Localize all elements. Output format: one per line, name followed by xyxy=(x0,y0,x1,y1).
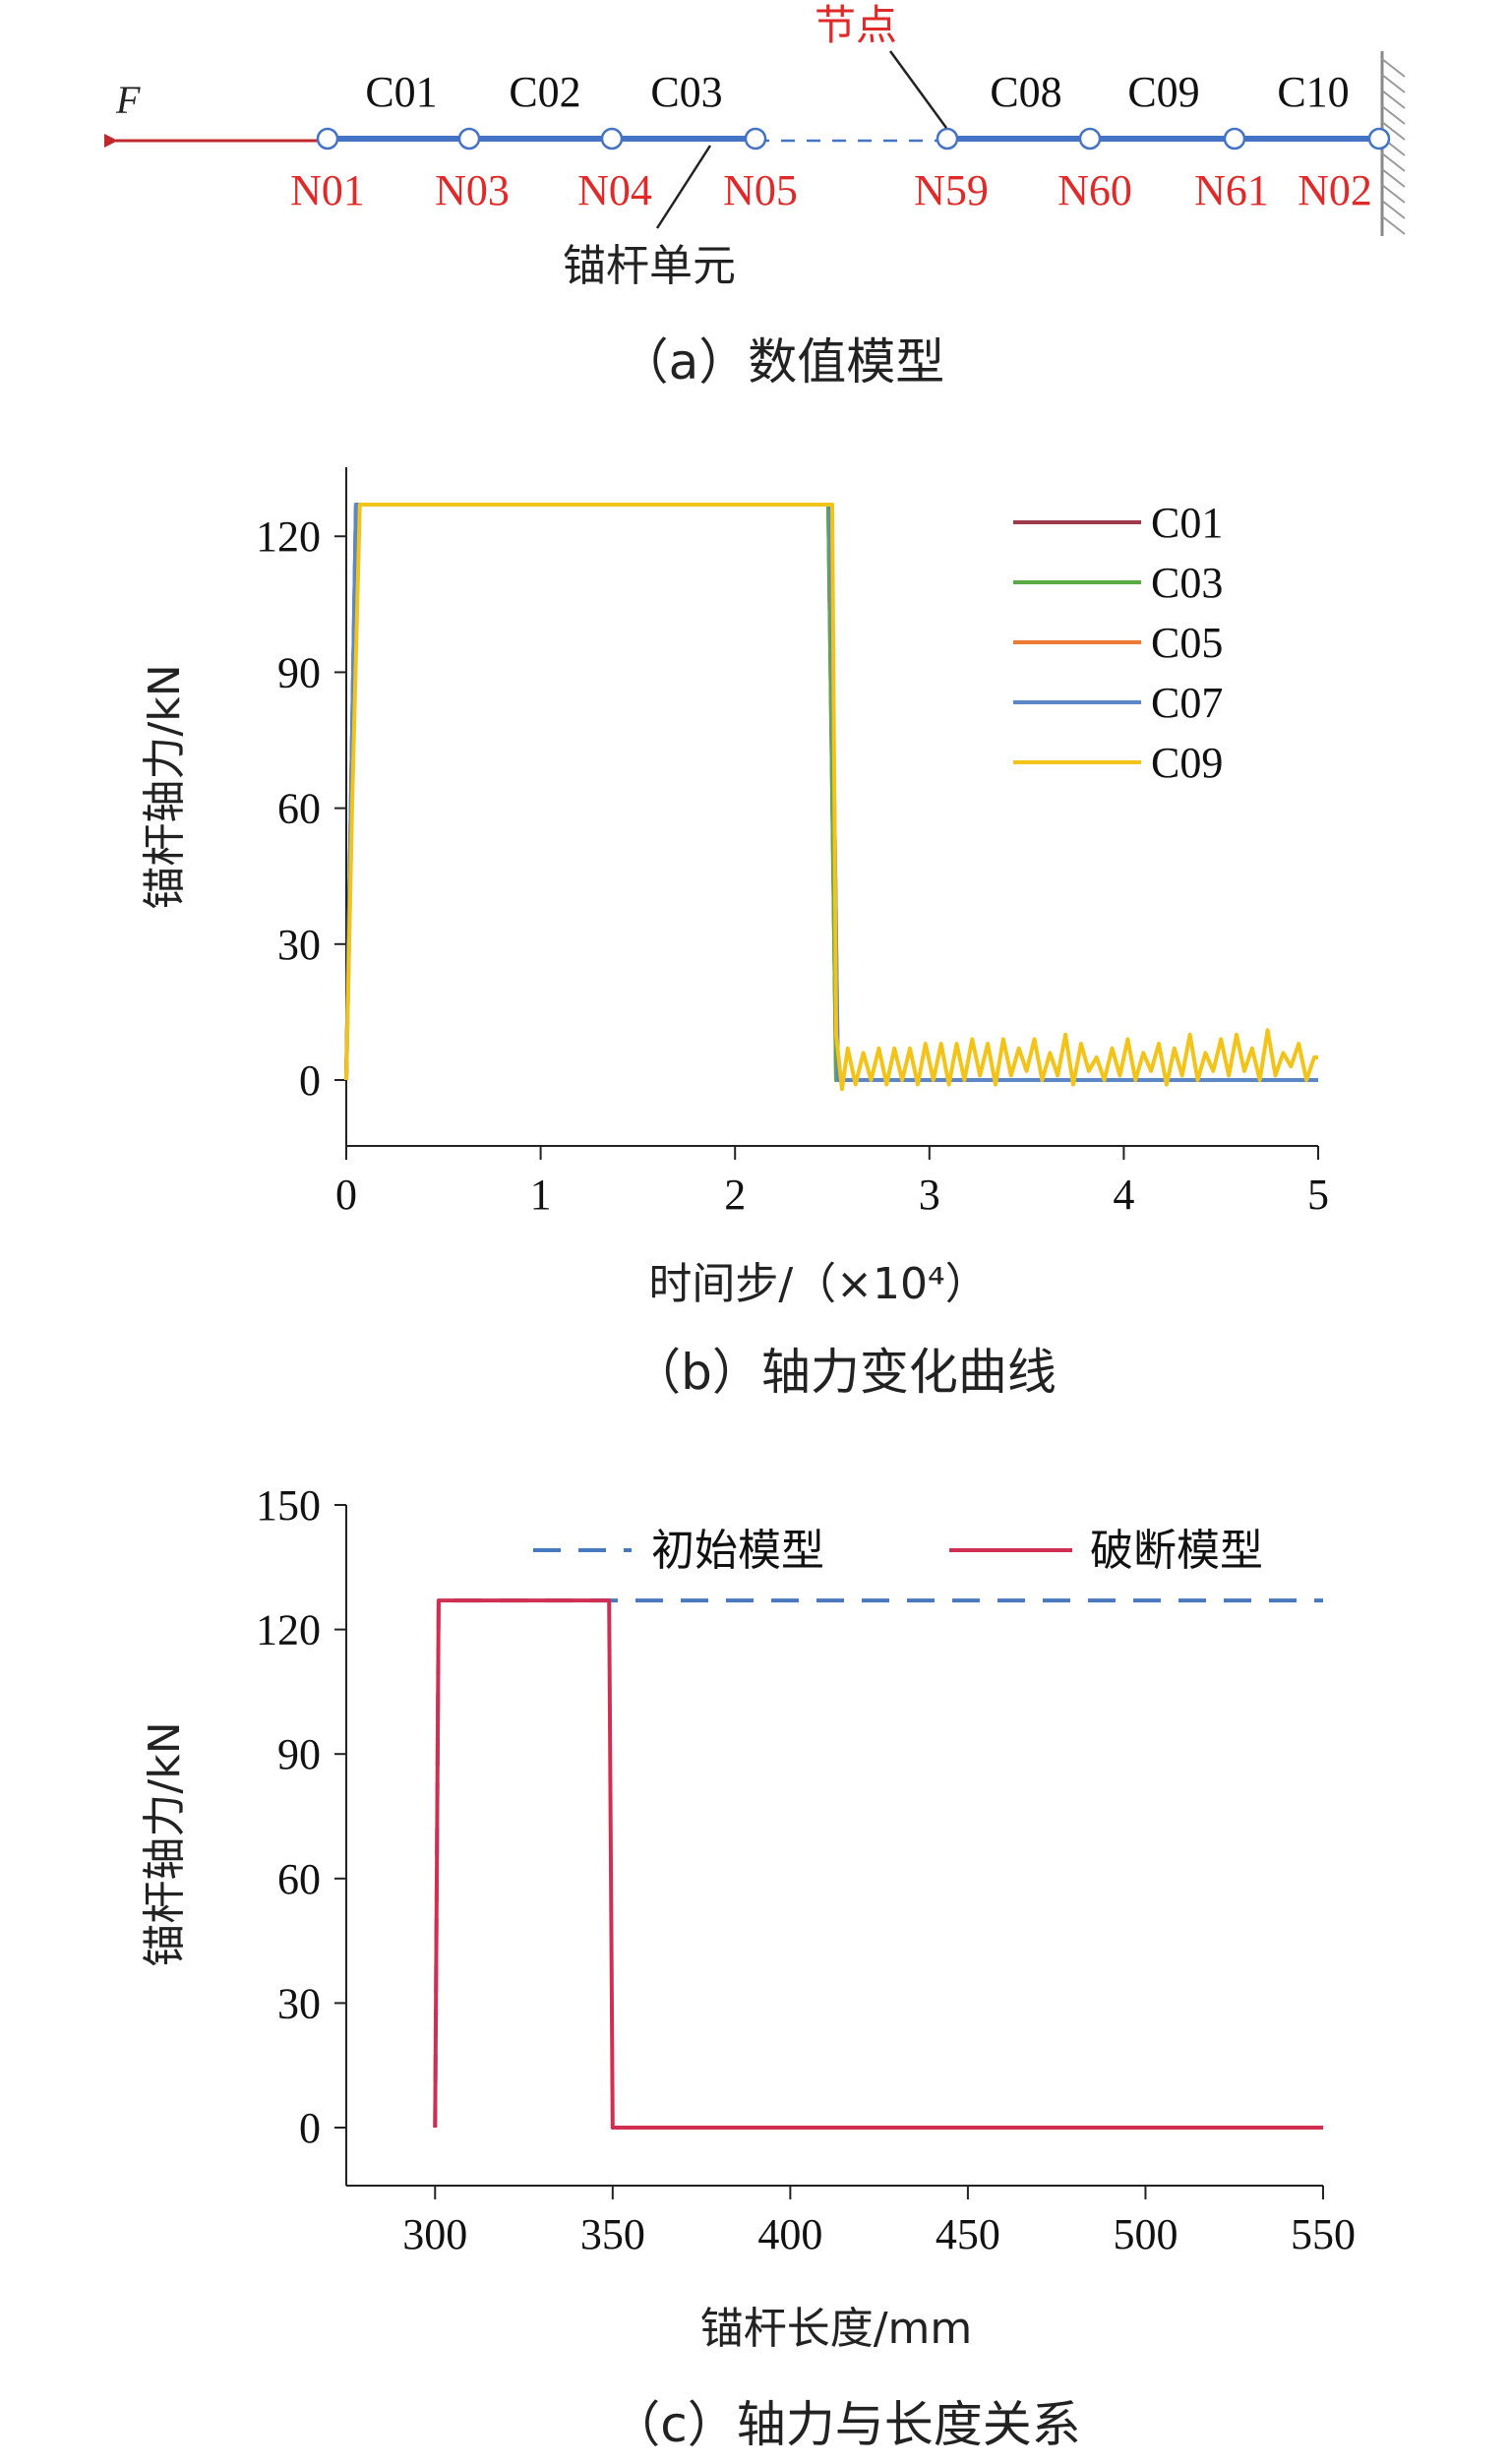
chart-b-xlabel: 时间步/（×10⁴） xyxy=(648,1259,988,1309)
chart-b-legend: C01 C03 C05 C07 C09 xyxy=(1013,499,1223,787)
hatch-line xyxy=(1381,58,1406,78)
node-label: N05 xyxy=(723,166,798,214)
element-label: C08 xyxy=(990,68,1061,116)
y-tick-label: 0 xyxy=(299,1056,321,1105)
axial-force-length-chart: 300 350 400 450 500 550 0 30 60 90 120 150 初始模型 破断模型… xyxy=(140,1481,1356,2453)
chart-c-series xyxy=(433,1598,1323,2130)
x-tick-label: 1 xyxy=(530,1171,552,1219)
node-label: N01 xyxy=(290,166,365,214)
chart-b-ylabel: 锚杆轴力/kN xyxy=(140,664,190,909)
hatch-line xyxy=(1381,200,1406,219)
legend-label-C07: C07 xyxy=(1151,679,1223,727)
legend-label-C05: C05 xyxy=(1151,619,1223,667)
x-tick-label: 300 xyxy=(402,2210,467,2258)
caption-c: （c）轴力与长度关系 xyxy=(611,2396,1081,2453)
y-tick-label: 120 xyxy=(256,1606,321,1654)
element-labels: C01 C02 C03 C08 C09 C10 xyxy=(365,68,1349,116)
y-tick-label: 90 xyxy=(277,648,321,696)
x-tick-label: 4 xyxy=(1113,1171,1134,1219)
node-marker xyxy=(936,127,959,150)
element-label: C10 xyxy=(1277,68,1349,116)
x-tick-label: 450 xyxy=(936,2210,1000,2258)
node-marker xyxy=(744,127,767,150)
caption-a: （a）数值模型 xyxy=(620,333,945,391)
legend-label-初始模型: 初始模型 xyxy=(651,1526,824,1576)
hatch-line xyxy=(1381,90,1406,109)
y-tick-label: 90 xyxy=(277,1730,321,1778)
legend-label-C01: C01 xyxy=(1151,499,1223,547)
legend-label-C09: C09 xyxy=(1151,739,1223,787)
chart-c-xlabel: 锚杆长度/mm xyxy=(700,2304,973,2354)
chart-c-legend: 初始模型 破断模型 xyxy=(533,1526,1263,1576)
chart-c-axes xyxy=(345,1505,1323,2187)
chart-c-ticks: 300 350 400 450 500 550 0 30 60 90 120 150 xyxy=(256,1481,1356,2258)
axial-force-time-chart: 0 1 2 3 4 5 0 30 60 90 120 C01 C03 C05 C07 C09 锚杆轴力/kN… xyxy=(140,467,1329,1401)
node-label: N61 xyxy=(1194,166,1269,214)
element-label: C09 xyxy=(1127,68,1199,116)
series-line-破断模型 xyxy=(433,1598,1323,2130)
y-tick-label: 30 xyxy=(277,921,321,969)
node-label: N59 xyxy=(914,166,989,214)
legend-label-C03: C03 xyxy=(1151,559,1223,607)
x-tick-label: 2 xyxy=(724,1171,746,1219)
series-line-初始模型 xyxy=(433,1598,1323,2129)
hatch-line xyxy=(1381,121,1406,141)
hatch-line xyxy=(1381,168,1406,188)
node-labels: N01 N03 N04 N05 N59 N60 N61 N02 xyxy=(290,166,1372,214)
element-label: C01 xyxy=(365,68,437,116)
hatch-line xyxy=(1381,184,1406,204)
node-label: N60 xyxy=(1057,166,1132,214)
series-line-C09 xyxy=(344,503,1318,1092)
x-tick-label: 400 xyxy=(757,2210,822,2258)
numerical-model-diagram: F C01 C02 C03 C08 C09 C10 N01 N03 N04 N0… xyxy=(104,1,1406,391)
hatch-line xyxy=(1381,152,1406,172)
node-marker xyxy=(457,127,481,150)
y-tick-label: 30 xyxy=(277,1979,321,2027)
node-annotation-leader xyxy=(888,50,948,129)
x-tick-label: 0 xyxy=(335,1171,357,1219)
caption-b: （b）轴力变化曲线 xyxy=(632,1344,1057,1401)
element-annotation: 锚杆单元 xyxy=(563,241,736,291)
y-tick-label: 60 xyxy=(277,785,321,833)
chart-b-ticks: 0 1 2 3 4 5 0 30 60 90 120 xyxy=(256,512,1329,1219)
force-label: F xyxy=(115,78,141,122)
node-marker xyxy=(600,127,624,150)
x-tick-label: 550 xyxy=(1291,2210,1356,2258)
element-label: C03 xyxy=(650,68,722,116)
x-tick-label: 500 xyxy=(1113,2210,1178,2258)
y-tick-label: 150 xyxy=(256,1481,321,1530)
node-marker xyxy=(1223,127,1246,150)
y-tick-label: 120 xyxy=(256,512,321,561)
x-tick-label: 5 xyxy=(1307,1171,1329,1219)
legend-label-破断模型: 破断模型 xyxy=(1090,1526,1263,1576)
node-label: N04 xyxy=(577,166,652,214)
y-tick-label: 0 xyxy=(299,2104,321,2152)
chart-c-ylabel: 锚杆轴力/kN xyxy=(140,1721,190,1966)
x-tick-label: 3 xyxy=(919,1171,940,1219)
hatch-line xyxy=(1381,74,1406,93)
node-annotation: 节点 xyxy=(815,1,897,49)
node-markers xyxy=(316,127,1391,150)
x-tick-label: 350 xyxy=(580,2210,645,2258)
element-label: C02 xyxy=(509,68,580,116)
hatch-line xyxy=(1381,105,1406,125)
y-tick-label: 60 xyxy=(277,1855,321,1903)
chart-b-series xyxy=(344,503,1318,1092)
node-marker xyxy=(316,127,339,150)
node-marker xyxy=(1078,127,1102,150)
node-label: N02 xyxy=(1298,166,1372,214)
node-marker xyxy=(1367,127,1391,150)
node-label: N03 xyxy=(435,166,510,214)
hatch-line xyxy=(1381,215,1406,235)
element-annotation-leader xyxy=(655,145,712,229)
